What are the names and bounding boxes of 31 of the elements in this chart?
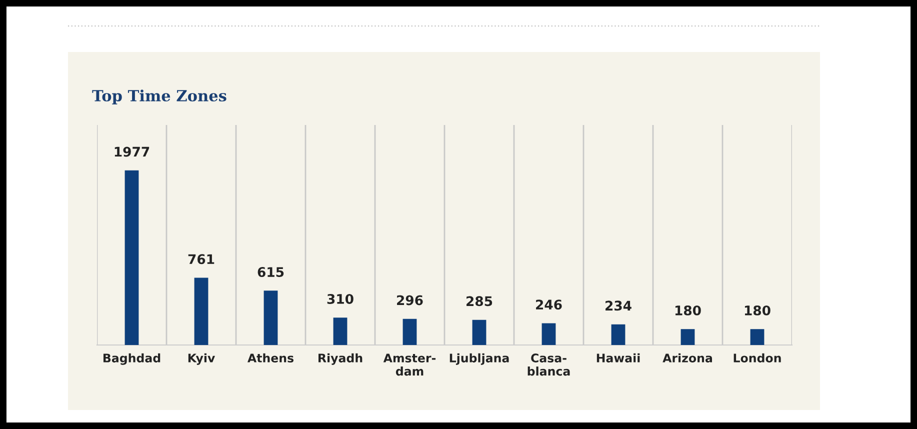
data-label: 180 [744,305,770,316]
x-tick-label: Amster- dam [383,354,436,376]
data-label: 1977 [114,146,150,157]
chart-title: Top Time Zones [92,90,226,104]
data-label: 615 [258,267,284,278]
bar [680,329,695,345]
data-label: 246 [536,300,562,310]
bar [264,290,278,345]
bar [611,324,626,345]
data-label: 296 [397,295,423,306]
bar [124,170,139,345]
x-tick-label: Hawaii [596,353,640,362]
bar [402,318,417,345]
x-tick-label: Casa- blanca [528,354,570,376]
data-label: 180 [675,305,701,316]
x-tick-label: Riyadh [318,353,362,365]
x-tick-label: Arizona [662,353,712,362]
data-label: 310 [327,294,354,304]
x-tick-label: Athens [247,353,294,362]
bar [333,318,348,345]
bar [472,320,486,345]
bar [194,278,208,345]
x-tick-label: Baghdad [103,353,160,365]
bar [542,323,556,345]
x-tick-label: Ljubljana [450,353,509,365]
x-tick-label: London [734,353,781,362]
data-label: 761 [188,254,214,264]
bar [750,329,764,345]
x-tick-label: Kyiv [188,353,215,365]
data-label: 285 [466,296,492,306]
data-label: 234 [606,300,632,311]
